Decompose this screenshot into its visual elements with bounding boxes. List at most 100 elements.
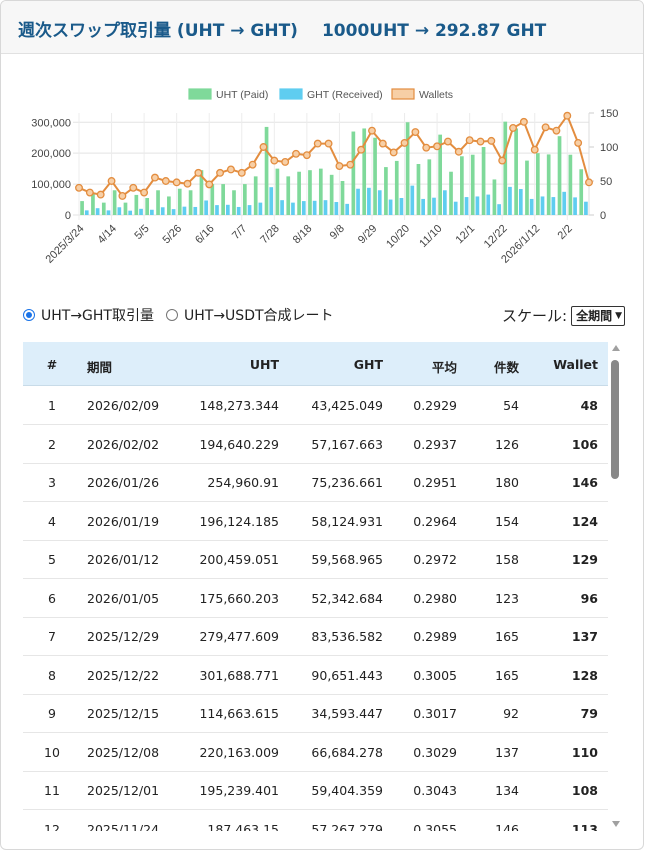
bar-uht-paid [199, 170, 204, 215]
scroll-up-icon[interactable] [612, 345, 620, 351]
table-row[interactable]: 11 2025/12/01 195,239.401 59,404.359 0.3043 1… [23, 771, 608, 810]
cell-count: 92 [503, 706, 519, 721]
x-axis-tick-label: 9/29 [356, 223, 380, 247]
wallets-point [422, 143, 431, 152]
cell-ght: 83,536.582 [311, 629, 383, 644]
cell-average: 0.3005 [413, 667, 457, 683]
bar-uht-paid [253, 176, 258, 215]
cell-period: 2026/01/26 [87, 475, 160, 490]
scrollbar-thumb[interactable] [611, 360, 619, 479]
bar-uht-paid [210, 184, 215, 215]
cell-count: 180 [495, 475, 519, 490]
wallets-point [96, 190, 105, 199]
table-row[interactable]: 1 2026/02/09 148,273.344 43,425.049 0.2929 54… [23, 386, 608, 425]
bar-ght-received [540, 196, 545, 215]
x-axis-tick-label: 7/7 [230, 223, 249, 242]
table-row[interactable]: 7 2025/12/29 279,477.609 83,536.582 0.2989 16… [23, 617, 608, 656]
table-row[interactable]: 4 2026/01/19 196,124.185 58,124.931 0.2964 15… [23, 502, 608, 541]
bar-ght-received [388, 199, 393, 215]
header-period[interactable]: 期間 [87, 360, 113, 375]
cell-average: 0.3017 [413, 706, 457, 721]
scroll-down-icon[interactable] [612, 821, 620, 827]
scale-label: スケール: [502, 307, 568, 325]
header-index[interactable]: # [46, 357, 58, 372]
bar-ght-received [518, 189, 523, 215]
cell-ght: 52,342.684 [311, 590, 383, 606]
table-row[interactable]: 10 2025/12/08 220,163.009 66,684.278 0.3029 1… [23, 733, 608, 772]
chart-controls: UHT→GHT取引量 UHT→USDT合成レート スケール: 全期間 ▼ [23, 305, 625, 327]
cell-uht: 148,273.344 [199, 398, 279, 413]
table-row[interactable]: 6 2026/01/05 175,660.203 52,342.684 0.2980 12… [23, 579, 608, 618]
radio-volume[interactable]: UHT→GHT取引量 [23, 305, 154, 325]
scale-select-value: 全期間 [576, 309, 613, 323]
bar-uht-paid [394, 160, 399, 215]
bar-uht-paid [579, 169, 584, 215]
table-row[interactable]: 5 2026/01/12 200,459.051 59,568.965 0.2972 15… [23, 540, 608, 579]
cell-wallet: 137 [571, 629, 598, 644]
bar-uht-paid [416, 164, 421, 215]
bar-uht-paid [340, 181, 345, 215]
wallets-point [476, 137, 485, 146]
wallets-point [107, 177, 116, 185]
bar-ght-received [529, 198, 534, 215]
bar-ght-received [367, 187, 371, 215]
cell-wallet: 106 [571, 436, 598, 452]
cell-count: 165 [495, 667, 519, 683]
x-axis-tick-label: 2025/3/24 [43, 223, 86, 266]
bar-uht-paid [568, 154, 573, 215]
wallets-point [151, 173, 159, 182]
wallets-point [270, 156, 279, 165]
wallets-point [129, 183, 138, 192]
cell-uht: 194,640.229 [199, 436, 279, 452]
bar-ght-received [236, 206, 241, 215]
wallets-point [259, 143, 268, 151]
bar-ght-received [280, 200, 284, 215]
header-count[interactable]: 件数 [493, 360, 519, 375]
wallets-point [140, 188, 149, 197]
bar-ght-received [225, 204, 230, 215]
radio-rate-indicator[interactable] [166, 309, 178, 321]
x-axis-tick-label: 2/2 [556, 223, 575, 242]
table-row[interactable]: 8 2025/12/22 301,688.771 90,651.443 0.3005 16… [23, 656, 608, 695]
header-average[interactable]: 平均 [431, 360, 457, 375]
bar-ght-received [215, 205, 219, 215]
cell-count: 54 [503, 398, 519, 413]
table-row[interactable]: 9 2025/12/15 114,663.615 34,593.447 0.3017 92… [23, 694, 608, 733]
table-row[interactable]: 12 2025/11/24 187,463.15 57,267.279 0.3055 14… [23, 810, 608, 832]
wallets-point [552, 126, 561, 135]
wallets-point [574, 138, 583, 147]
wallets-point [324, 139, 333, 148]
wallets-point [541, 123, 550, 132]
bar-ght-received [475, 196, 480, 215]
x-axis-tick-label: 9/8 [328, 223, 347, 242]
cell-ght: 59,404.359 [311, 783, 383, 798]
table-scrollbar[interactable] [609, 342, 623, 831]
table-row[interactable]: 3 2026/01/26 254,960.91 75,236.661 0.2951 180… [23, 463, 608, 502]
cell-period: 2026/01/05 [87, 590, 160, 606]
cell-uht: 187,463.15 [207, 821, 279, 832]
scale-select[interactable]: 全期間 ▼ [571, 305, 625, 326]
wallets-point [563, 111, 572, 120]
header-ght[interactable]: GHT [353, 357, 383, 372]
left-axis-tick-label: 200,000 [31, 148, 71, 160]
bar-ght-received [301, 201, 306, 215]
bar-uht-paid [438, 134, 443, 215]
bar-uht-paid [80, 201, 84, 215]
bar-ght-received [128, 210, 133, 215]
radio-rate[interactable]: UHT→USDT合成レート [166, 305, 334, 325]
table-row[interactable]: 2 2026/02/02 194,640.229 57,167.663 0.2937 12… [23, 425, 608, 464]
header-wallet[interactable]: Wallet [553, 357, 598, 372]
bar-uht-paid [243, 184, 247, 215]
cell-uht: 254,960.91 [207, 475, 279, 490]
wallets-point [368, 126, 376, 135]
wallets-point [75, 183, 83, 192]
radio-volume-indicator[interactable] [23, 309, 35, 321]
cell-period: 2026/01/12 [87, 552, 160, 567]
cell-wallet: 124 [571, 513, 598, 529]
cell-uht: 220,163.009 [199, 744, 279, 760]
cell-count: 137 [495, 744, 519, 760]
cell-period: 2025/12/29 [87, 629, 160, 644]
legend-label: Wallets [419, 89, 453, 101]
header-uht[interactable]: UHT [249, 357, 279, 372]
x-axis-tick-label: 7/28 [258, 223, 282, 247]
